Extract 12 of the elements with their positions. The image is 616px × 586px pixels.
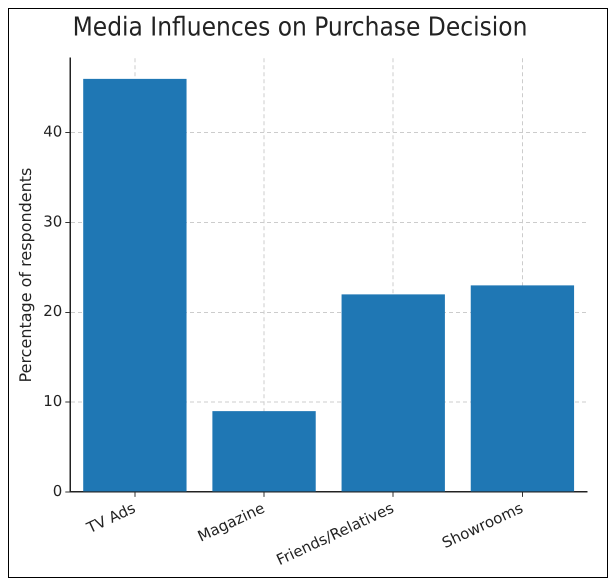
y-tick-label: 10 [43,392,62,410]
y-tick-label: 0 [52,482,62,500]
x-tick-label: TV Ads [82,498,138,538]
y-tick-label: 20 [43,302,62,320]
y-tick-label: 30 [43,212,62,230]
y-axis-title: Percentage of respondents [16,168,35,382]
bar [212,411,316,492]
y-tick-label: 40 [43,122,62,141]
bar [342,294,445,492]
bar [83,78,187,492]
chart-title: Media Influences on Purchase Decision [72,12,528,42]
bar [470,285,574,492]
